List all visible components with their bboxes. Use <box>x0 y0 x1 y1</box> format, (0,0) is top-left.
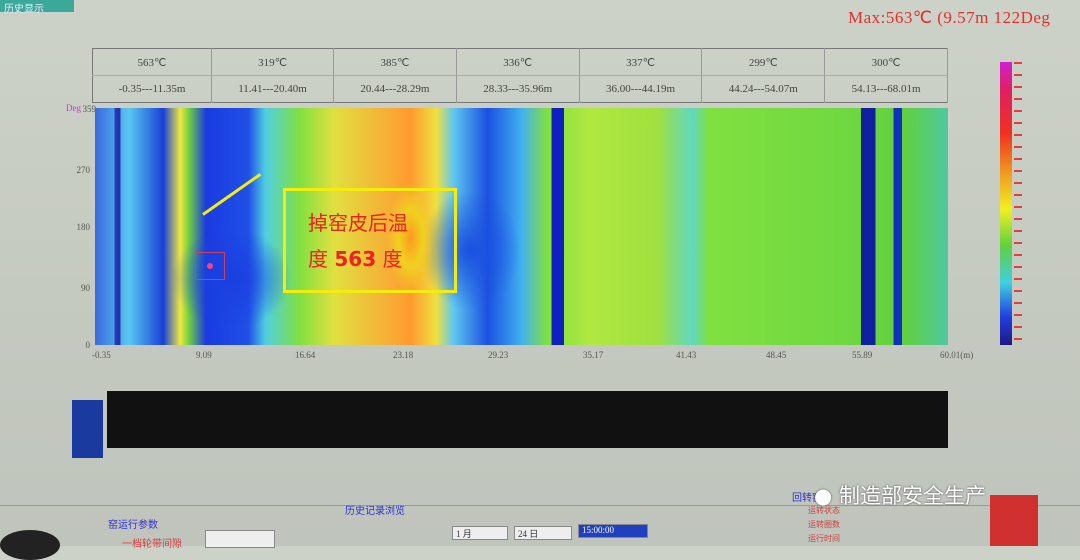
kiln-shell-heatmap[interactable] <box>95 108 948 345</box>
range-cell: 44.24---54.07m <box>701 75 826 103</box>
temp-cell: 299℃ <box>701 48 826 76</box>
y-tick: 270 <box>76 165 91 175</box>
y-tick: 90 <box>81 283 90 293</box>
day-select[interactable]: 24 日 <box>514 526 572 540</box>
y-tick: 359 <box>82 104 97 114</box>
scroll-handle[interactable] <box>72 400 103 458</box>
temp-cell: 336℃ <box>456 48 580 76</box>
timeline-track[interactable] <box>107 391 948 448</box>
kiln-params-group-label: 窑运行参数 <box>108 520 158 531</box>
x-tick: 41.43 <box>676 350 697 360</box>
time-select[interactable]: 15:00:00 <box>578 524 648 538</box>
divider <box>0 505 1080 506</box>
range-cell: 20.44---28.29m <box>333 75 457 103</box>
annotation-line2: 度 563 度 <box>308 241 454 277</box>
range-cell: 36.00---44.19m <box>579 75 703 103</box>
history-tab[interactable]: 历史显示 <box>0 0 74 15</box>
range-cell: 54.13---68.01m <box>824 75 948 103</box>
range-cell: 11.41---20.40m <box>211 75 335 103</box>
tire-gap-label: 一档轮带间隙 <box>122 539 182 550</box>
annotation-text: 度 <box>382 247 403 271</box>
tire-gap-input[interactable] <box>205 530 275 548</box>
temp-cell: 337℃ <box>579 48 703 76</box>
range-cell: -0.35---11.35m <box>92 75 212 103</box>
temp-cell: 563℃ <box>92 48 212 76</box>
color-scale-ticks <box>1014 62 1022 345</box>
month-select[interactable]: 1 月 <box>452 526 508 540</box>
hotspot-marker[interactable] <box>195 252 225 280</box>
table-row: -0.35---11.35m 11.41---20.40m 20.44---28… <box>92 75 948 103</box>
x-tick: 23.18 <box>393 350 414 360</box>
run-time-label: 运行时间 <box>808 534 840 543</box>
rotation-count-label: 运转圈数 <box>808 520 840 529</box>
x-tick: -0.35 <box>92 350 111 360</box>
y-tick: 180 <box>76 222 91 232</box>
temp-cell: 319℃ <box>211 48 335 76</box>
y-unit-label: Deg <box>66 103 81 113</box>
watermark-text: 制造部安全生产 <box>839 484 987 508</box>
temp-cell: 385℃ <box>333 48 457 76</box>
round-indicator-icon <box>0 530 60 560</box>
wechat-icon: ● <box>814 484 833 508</box>
x-tick: 35.17 <box>583 350 604 360</box>
x-tick: 16.64 <box>295 350 316 360</box>
y-tick: 0 <box>85 340 91 350</box>
x-tick: 48.45 <box>766 350 787 360</box>
kiln-group-label: 回转窑 <box>792 493 822 504</box>
run-status-label: 运转状态 <box>808 506 840 515</box>
annotation-box: 掉窑皮后温 度 563 度 <box>283 188 457 293</box>
temp-cell: 300℃ <box>824 48 948 76</box>
color-scale-bar <box>1000 62 1012 345</box>
history-browse-label: 历史记录浏览 <box>345 506 405 517</box>
watermark: ● 制造部安全生产 <box>814 480 986 510</box>
x-tick: 9.09 <box>196 350 212 360</box>
hotspot-dot <box>207 263 213 269</box>
annotation-value: 563 <box>334 247 377 271</box>
max-temp-readout: Max:563℃ (9.57m 122Deg <box>848 8 1051 27</box>
logo-icon <box>990 495 1038 546</box>
x-tick: 55.89 <box>852 350 873 360</box>
annotation-line1: 掉窑皮后温 <box>308 211 408 235</box>
segment-summary-table: 563℃ 319℃ 385℃ 336℃ 337℃ 299℃ 300℃ -0.35… <box>92 48 948 103</box>
x-tick: 60.01(m) <box>940 350 974 360</box>
range-cell: 28.33---35.96m <box>456 75 580 103</box>
table-row: 563℃ 319℃ 385℃ 336℃ 337℃ 299℃ 300℃ <box>92 48 948 76</box>
annotation-text: 度 <box>308 247 328 271</box>
x-tick: 29.23 <box>488 350 509 360</box>
